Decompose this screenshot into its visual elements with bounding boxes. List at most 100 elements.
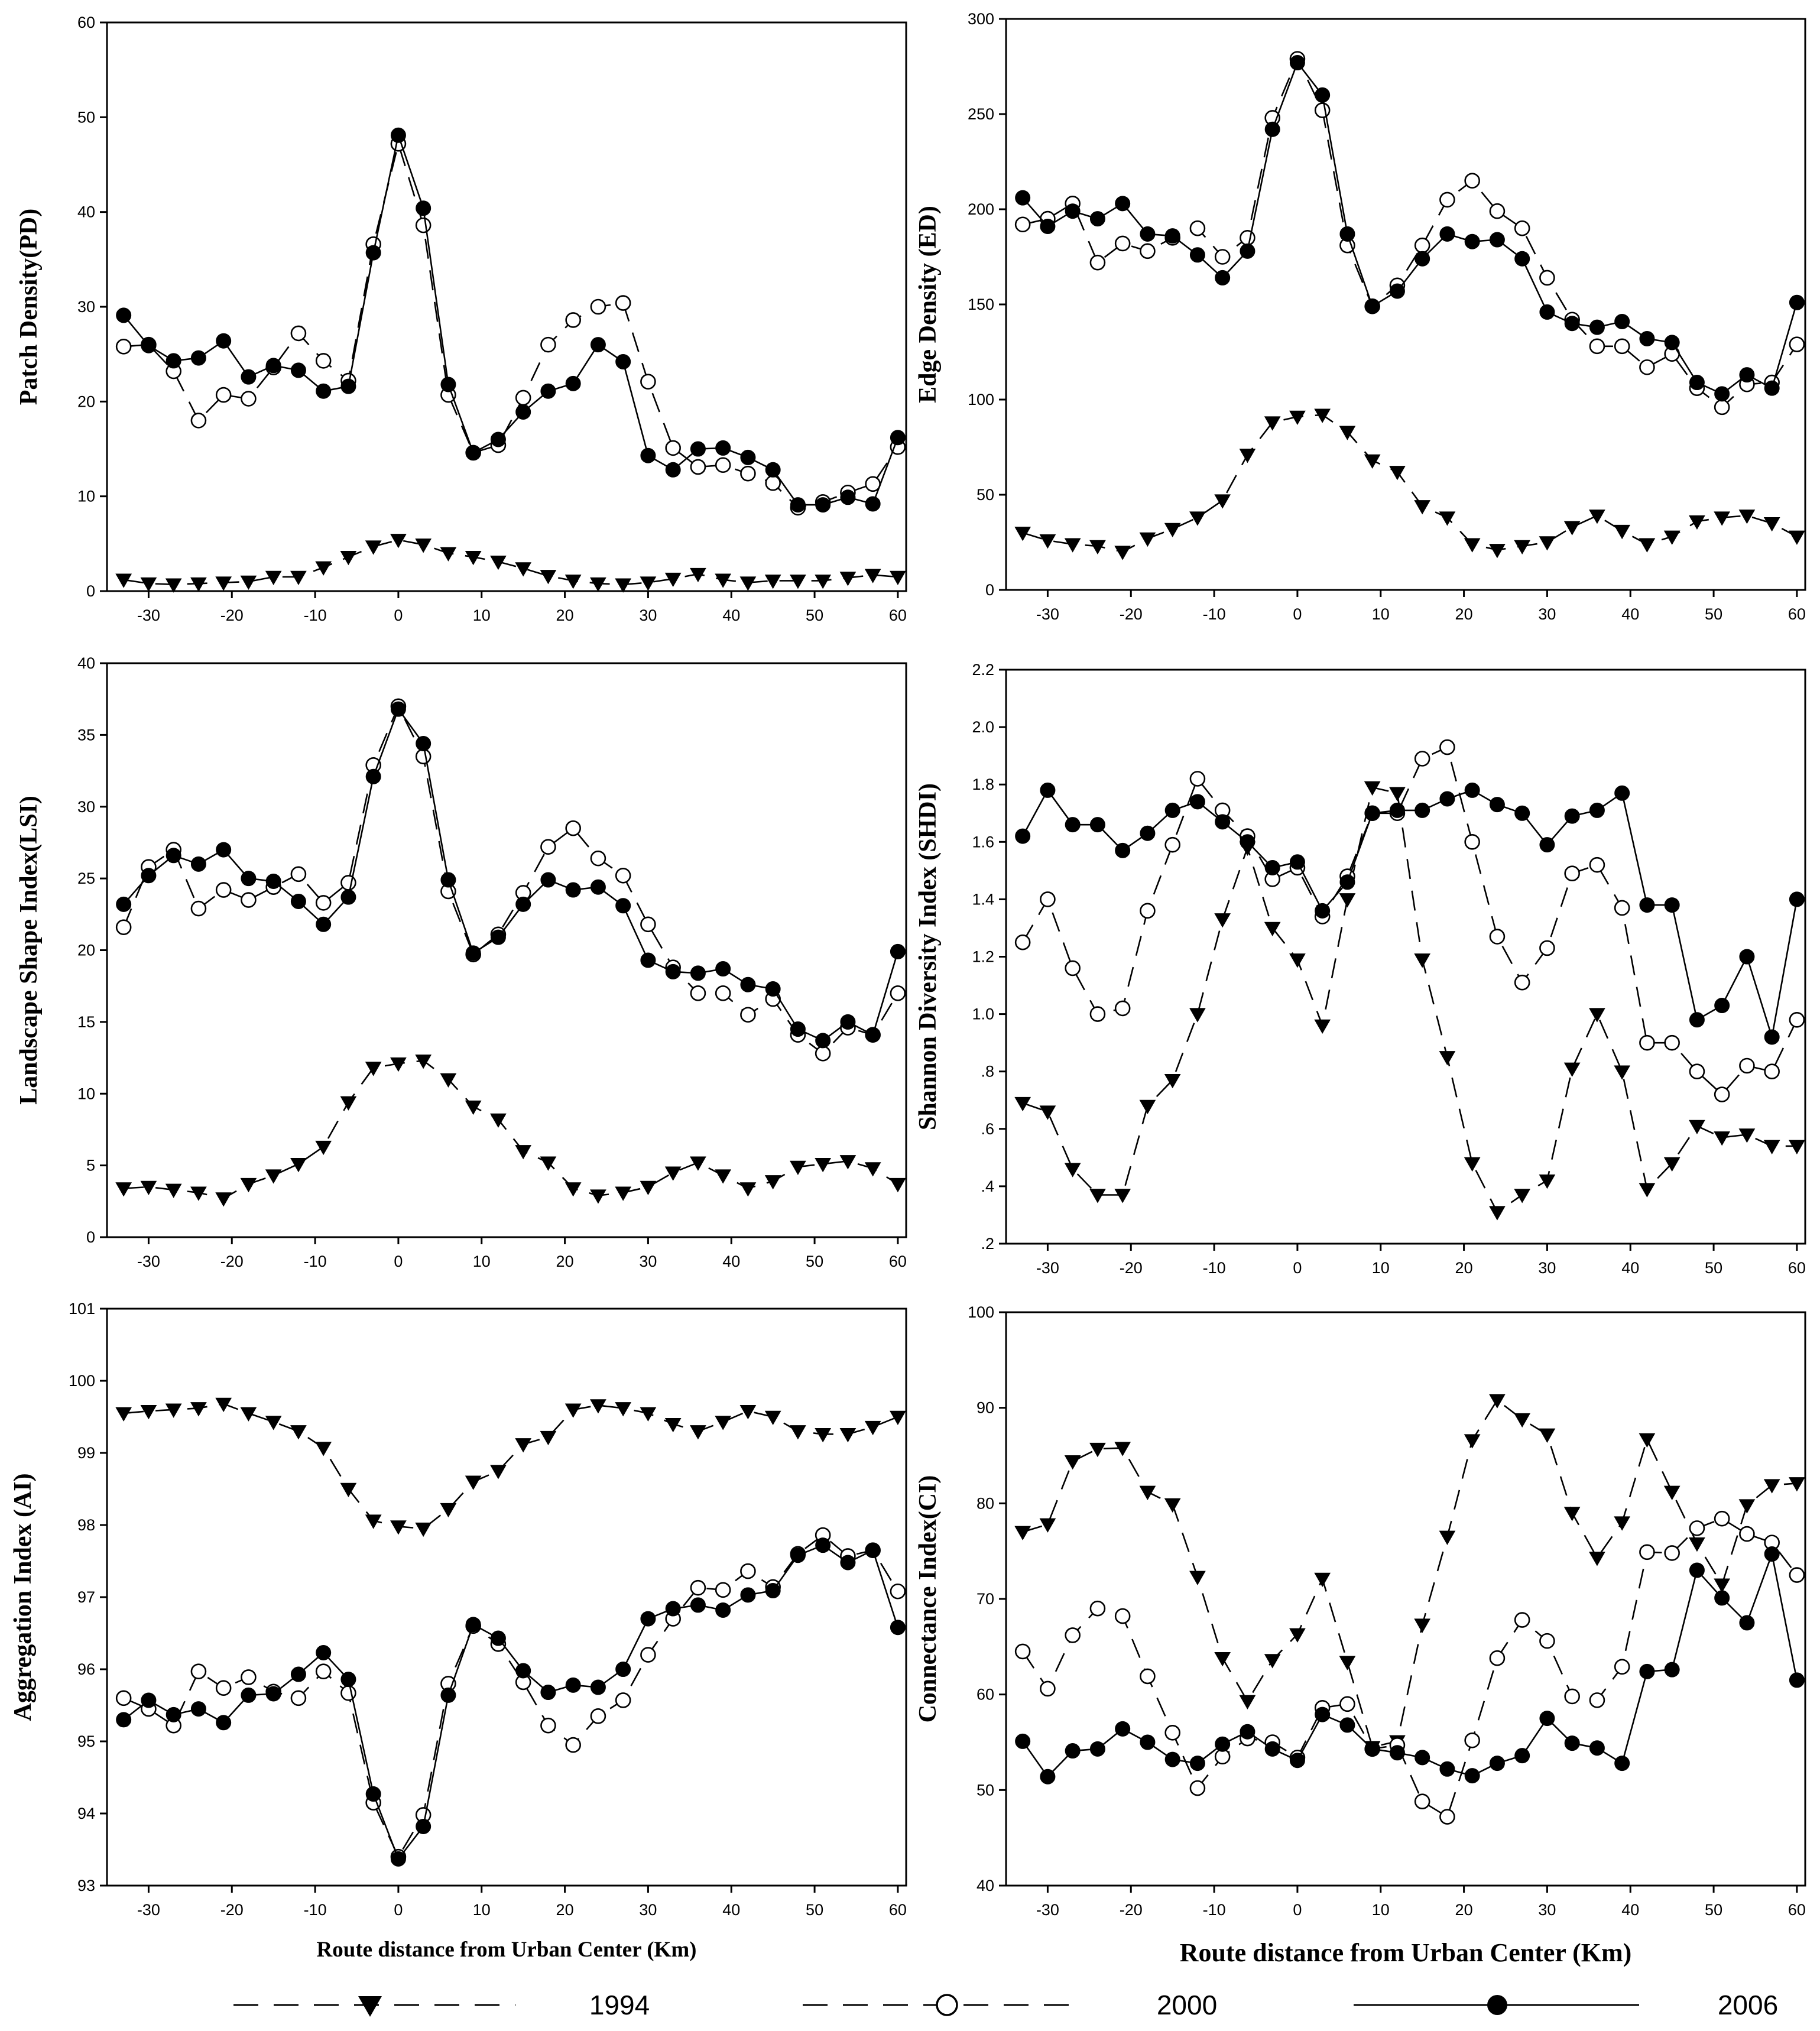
data-point-1994 bbox=[440, 1503, 457, 1518]
y-tick-label: 50 bbox=[77, 108, 95, 126]
data-point-1994 bbox=[415, 1522, 432, 1537]
data-point-1994 bbox=[1614, 524, 1631, 540]
y-tick-label: 10 bbox=[77, 488, 95, 505]
y-tick-label: 25 bbox=[77, 869, 95, 887]
data-point-1994 bbox=[490, 1113, 507, 1128]
data-point-1994 bbox=[615, 1186, 632, 1201]
data-point-2000 bbox=[1639, 1544, 1655, 1560]
series-1994 bbox=[115, 1397, 906, 1537]
data-point-1994 bbox=[1389, 787, 1406, 802]
data-point-2006 bbox=[1714, 1590, 1730, 1606]
data-point-1994 bbox=[1339, 426, 1356, 440]
data-point-2006 bbox=[840, 1014, 856, 1030]
data-point-2000 bbox=[1539, 940, 1555, 956]
data-point-2000 bbox=[1614, 1659, 1630, 1675]
data-point-2006 bbox=[1364, 299, 1380, 314]
data-point-1994 bbox=[515, 562, 532, 577]
data-point-2006 bbox=[1764, 380, 1780, 396]
x-axis-label: Route distance from Urban Center (Km) bbox=[317, 1938, 697, 1962]
data-point-1994 bbox=[815, 1428, 832, 1443]
x-tick-label: 30 bbox=[639, 1253, 657, 1270]
data-point-2006 bbox=[1739, 1615, 1755, 1631]
data-point-1994 bbox=[265, 570, 282, 585]
data-point-2006 bbox=[1339, 1717, 1355, 1733]
x-tick-label: -20 bbox=[220, 1901, 244, 1919]
y-axis-label: Shannon Diversity Index (SHDI) bbox=[914, 783, 942, 1130]
data-point-2006 bbox=[265, 1686, 281, 1702]
data-point-1994 bbox=[1264, 922, 1281, 936]
data-point-2006 bbox=[1240, 243, 1255, 259]
data-point-1994 bbox=[664, 572, 682, 588]
x-tick-label: -30 bbox=[1036, 1259, 1059, 1277]
data-point-2000 bbox=[1339, 1696, 1355, 1712]
data-point-2006 bbox=[1215, 270, 1231, 285]
data-point-1994 bbox=[1439, 1051, 1456, 1066]
data-point-1994 bbox=[839, 1428, 857, 1443]
y-tick-label: .6 bbox=[981, 1120, 994, 1138]
legend-label: 1994 bbox=[589, 1990, 650, 2020]
x-tick-label: 50 bbox=[806, 1901, 823, 1919]
data-point-1994 bbox=[1539, 1428, 1556, 1443]
data-point-2000 bbox=[241, 1669, 257, 1685]
data-point-2006 bbox=[1339, 874, 1355, 890]
y-tick-label: 60 bbox=[77, 14, 95, 31]
data-point-2000 bbox=[1164, 836, 1180, 853]
data-point-1994 bbox=[165, 1403, 182, 1418]
x-tick-label: -30 bbox=[137, 1253, 160, 1270]
data-point-2006 bbox=[790, 1547, 806, 1563]
data-point-2006 bbox=[1464, 233, 1480, 249]
data-point-1994 bbox=[1589, 1008, 1605, 1023]
x-tick-label: 10 bbox=[1372, 1259, 1390, 1277]
legend: 1994 2000 2006 bbox=[233, 1990, 1778, 2020]
data-point-2006 bbox=[565, 375, 581, 391]
data-point-2006 bbox=[1364, 805, 1380, 821]
legend-label: 2000 bbox=[1157, 1990, 1217, 2020]
data-point-2000 bbox=[340, 1685, 356, 1701]
data-point-1994 bbox=[1314, 1019, 1331, 1034]
series-2006 bbox=[1015, 782, 1805, 1045]
x-tick-label: 40 bbox=[1621, 1901, 1639, 1919]
data-point-2000 bbox=[740, 1007, 756, 1023]
data-point-2000 bbox=[1489, 929, 1506, 945]
data-point-2006 bbox=[1439, 226, 1455, 242]
x-tick-label: -30 bbox=[137, 1901, 160, 1919]
data-point-2006 bbox=[166, 848, 181, 864]
data-point-1994 bbox=[1614, 1065, 1631, 1080]
data-point-2006 bbox=[865, 1027, 881, 1043]
x-tick-label: -30 bbox=[137, 606, 160, 624]
data-point-1994 bbox=[1539, 1174, 1556, 1189]
data-point-2000 bbox=[1040, 891, 1056, 907]
x-tick-label: 60 bbox=[1788, 1901, 1806, 1919]
data-point-2006 bbox=[1164, 802, 1180, 818]
data-point-2000 bbox=[1414, 237, 1430, 254]
data-point-2006 bbox=[1514, 1748, 1530, 1764]
data-point-2006 bbox=[1115, 196, 1131, 212]
data-point-2006 bbox=[1164, 1751, 1180, 1767]
x-tick-label: 30 bbox=[639, 1901, 657, 1919]
data-point-2006 bbox=[715, 1602, 731, 1618]
data-point-2000 bbox=[1789, 1567, 1805, 1583]
data-point-1994 bbox=[490, 556, 507, 570]
data-point-2006 bbox=[265, 358, 281, 374]
data-point-2000 bbox=[540, 1717, 556, 1734]
data-point-2000 bbox=[1189, 220, 1206, 236]
data-point-2006 bbox=[340, 1672, 356, 1688]
data-point-1994 bbox=[365, 1062, 382, 1076]
data-point-2000 bbox=[815, 1045, 831, 1062]
data-point-2006 bbox=[1664, 897, 1680, 913]
y-tick-label: 35 bbox=[77, 726, 95, 744]
data-point-2006 bbox=[465, 445, 481, 460]
data-point-2000 bbox=[640, 374, 656, 390]
x-tick-label: 0 bbox=[1293, 605, 1302, 623]
data-point-1994 bbox=[640, 1407, 657, 1422]
data-point-2006 bbox=[1564, 808, 1580, 824]
x-tick-label: 40 bbox=[722, 1901, 740, 1919]
y-tick-label: 2.2 bbox=[972, 661, 994, 679]
data-point-1994 bbox=[739, 576, 757, 591]
data-point-2006 bbox=[416, 735, 432, 751]
data-point-2000 bbox=[1189, 771, 1206, 787]
x-tick-label: 50 bbox=[806, 606, 823, 624]
series-2006 bbox=[116, 127, 906, 513]
data-point-1994 bbox=[590, 577, 606, 592]
data-point-2006 bbox=[440, 1687, 456, 1703]
